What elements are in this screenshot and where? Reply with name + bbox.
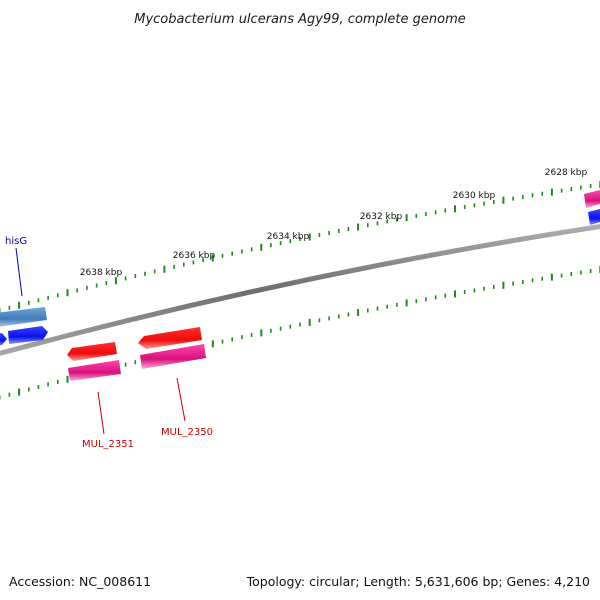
tick-label-2636: 2636 kbp [173,251,216,261]
gene-MUL_2351[interactable] [67,342,117,361]
tick-label-2632: 2632 kbp [360,212,403,222]
gene-MUL_2350[interactable] [138,327,202,349]
MUL_2351-label-line [97,391,105,435]
map-title: Mycobacterium ulcerans Agy99, complete g… [134,12,466,27]
gene-MUL_2350-alt[interactable] [140,344,206,369]
gene-forward-left-edge[interactable] [0,333,7,346]
gene-MUL_2351-alt[interactable] [68,360,121,381]
inner-tick-ruler [0,266,600,400]
genome-summary-text: Topology: circular; Length: 5,631,606 bp… [246,574,590,589]
tick-label-2638: 2638 kbp [80,268,123,278]
gene-label-MUL_2350: MUL_2350 [161,427,213,438]
MUL_2350-label-line [176,377,186,422]
gene-forward-left-inner[interactable] [8,326,48,344]
tick-label-2630: 2630 kbp [453,191,496,201]
outer-tick-ruler [0,181,600,313]
gene-label-MUL_2351: MUL_2351 [82,439,134,450]
accession-text: Accession: NC_008611 [9,574,152,589]
tick-label-2634: 2634 kbp [267,232,310,242]
genome-backbone [0,224,600,356]
gene-hisG[interactable] [0,307,47,327]
gene-label-hisG: hisG [5,236,27,247]
gene-forward-right-outer[interactable] [584,190,600,208]
gene-forward-right-inner[interactable] [588,209,600,225]
tick-label-2628: 2628 kbp [545,168,588,178]
hisG-label-line [15,247,23,297]
